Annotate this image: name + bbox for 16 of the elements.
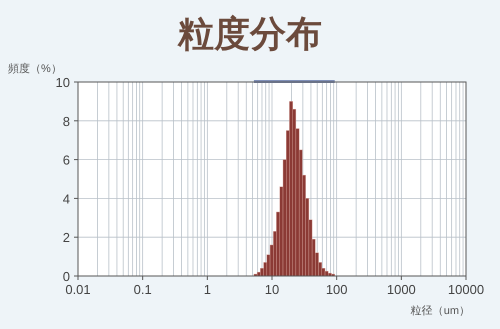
y-tick-label: 10: [56, 75, 70, 90]
y-tick-label: 2: [62, 230, 70, 246]
y-axis-title: 頻度（%）: [8, 62, 62, 75]
x-tick-label: 1: [204, 282, 211, 297]
y-tick-label: 8: [62, 114, 70, 129]
y-tick-label: 0: [62, 269, 70, 284]
x-tick-label: 10000: [448, 282, 484, 297]
x-tick-label: 10: [264, 282, 280, 297]
x-tick-label: 100: [326, 282, 348, 297]
chart-title: 粒度分布: [177, 13, 322, 54]
y-tick-label: 6: [62, 152, 70, 168]
x-tick-label: 0.01: [65, 282, 91, 297]
x-tick-label: 0.1: [134, 282, 152, 297]
y-tick-label: 4: [62, 191, 70, 206]
x-tick-label: 1000: [386, 282, 416, 297]
x-axis-title: 粒径（um）: [410, 305, 470, 317]
